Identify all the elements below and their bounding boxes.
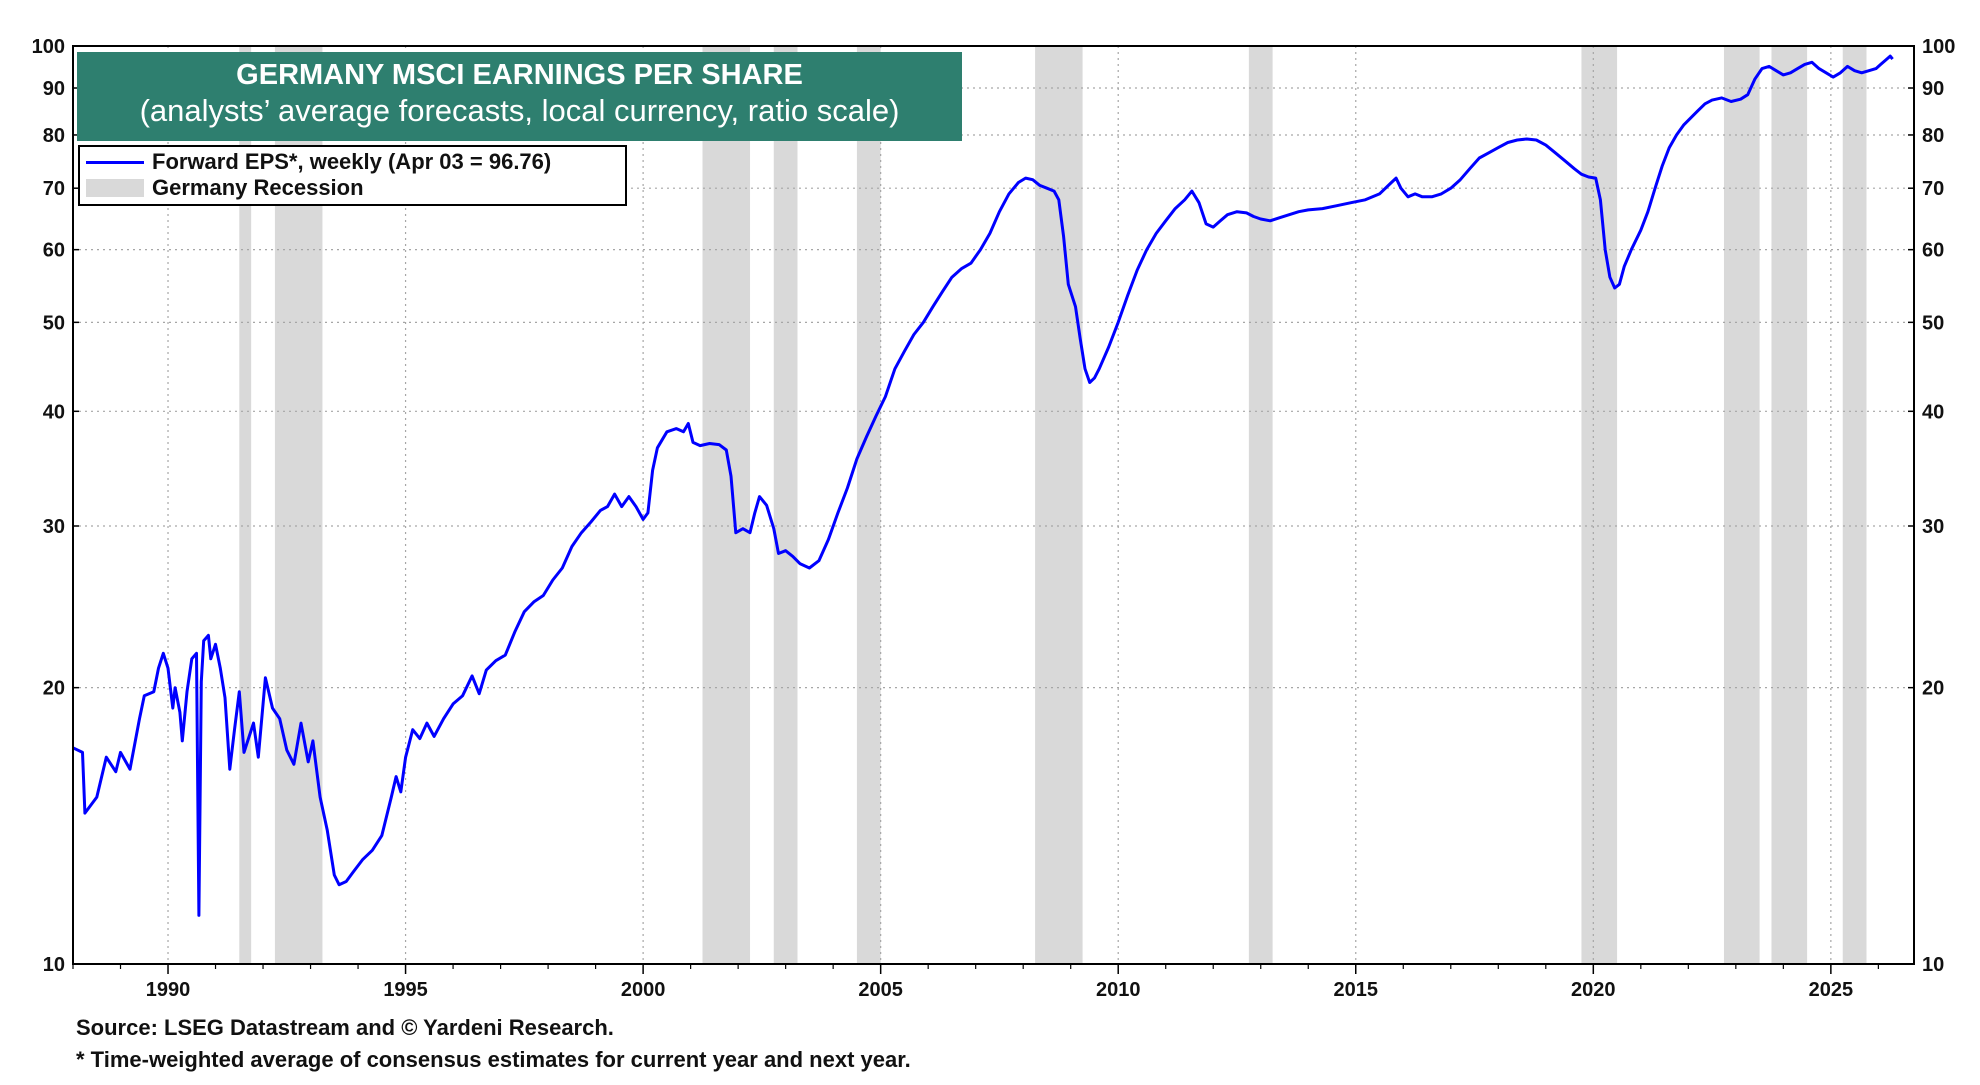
legend-swatch-recession <box>86 179 144 197</box>
y-tick-label-right: 60 <box>1922 240 1944 262</box>
recession-band <box>1035 46 1083 964</box>
recession-band <box>773 46 798 964</box>
x-tick-label: 2025 <box>1809 979 1854 1001</box>
y-tick-label-left: 20 <box>43 678 65 700</box>
source-note: Source: LSEG Datastream and © Yardeni Re… <box>76 1015 614 1040</box>
x-tick-label: 2020 <box>1571 979 1616 1001</box>
series-line-forward-eps <box>72 54 1894 917</box>
y-tick-label-left: 70 <box>43 178 65 200</box>
legend-label-forward-eps: Forward EPS*, weekly (Apr 03 = 96.76) <box>152 149 552 174</box>
y-tick-label-left: 40 <box>43 401 65 423</box>
legend-swatch-line <box>86 160 144 164</box>
y-tick-label-right: 70 <box>1922 178 1944 200</box>
x-tick-label: 2000 <box>621 979 666 1001</box>
legend: Forward EPS*, weekly (Apr 03 = 96.76) Ge… <box>78 145 627 206</box>
recession-band <box>1248 46 1273 964</box>
y-tick-label-right: 80 <box>1922 125 1944 147</box>
y-tick-label-left: 30 <box>43 516 65 538</box>
y-tick-label-left: 100 <box>32 36 65 58</box>
x-tick-label: 2015 <box>1334 979 1379 1001</box>
y-tick-label-left: 10 <box>43 954 65 976</box>
chart-subtitle: (analysts’ average forecasts, local curr… <box>139 93 900 128</box>
y-tick-label-right: 30 <box>1922 516 1944 538</box>
plot-frame <box>72 45 1915 965</box>
recession-band <box>856 46 881 964</box>
x-tick-label: 1995 <box>383 979 428 1001</box>
x-tick-label: 2005 <box>858 979 903 1001</box>
recession-band <box>239 46 252 964</box>
y-tick-label-right: 100 <box>1922 36 1955 58</box>
y-tick-label-right: 40 <box>1922 401 1944 423</box>
y-tick-label-left: 50 <box>43 312 65 334</box>
x-tick-label: 2010 <box>1096 979 1141 1001</box>
recession-band <box>1723 46 1760 964</box>
recession-bands <box>239 46 1867 964</box>
x-tick-label: 1990 <box>146 979 191 1001</box>
y-tick-label-right: 20 <box>1922 678 1944 700</box>
y-tick-label-right: 90 <box>1922 78 1944 100</box>
legend-item-forward-eps: Forward EPS*, weekly (Apr 03 = 96.76) <box>86 149 551 175</box>
legend-item-recession: Germany Recession <box>86 175 364 201</box>
recession-band <box>702 46 751 964</box>
footnote: * Time-weighted average of consensus est… <box>76 1047 911 1072</box>
legend-label-recession: Germany Recession <box>152 175 364 200</box>
y-tick-label-left: 80 <box>43 125 65 147</box>
recession-band <box>1842 46 1867 964</box>
y-tick-label-left: 60 <box>43 240 65 262</box>
y-tick-label-left: 90 <box>43 78 65 100</box>
chart-title: GERMANY MSCI EARNINGS PER SHARE <box>236 59 803 91</box>
chart-title-box: GERMANY MSCI EARNINGS PER SHARE (analyst… <box>77 52 962 141</box>
recession-band <box>1771 46 1808 964</box>
recession-band <box>1581 46 1618 964</box>
y-tick-label-right: 10 <box>1922 954 1944 976</box>
y-tick-label-right: 50 <box>1922 312 1944 334</box>
